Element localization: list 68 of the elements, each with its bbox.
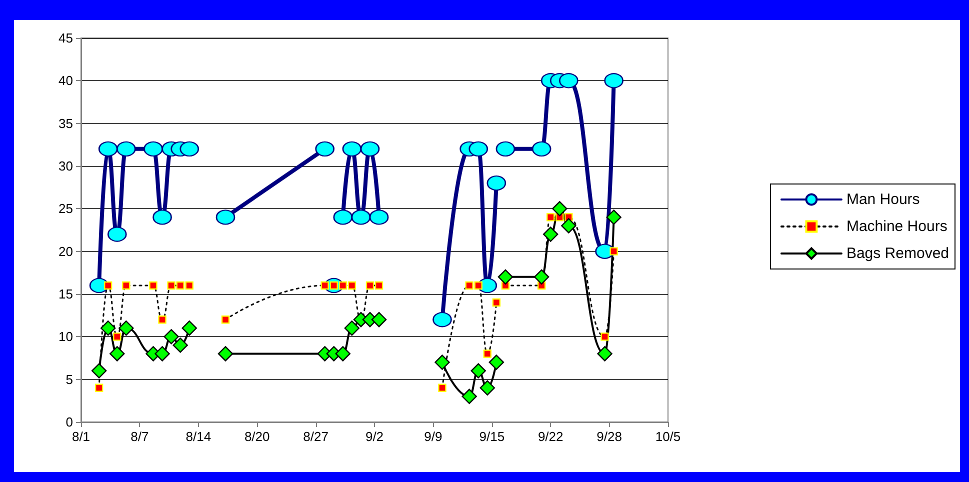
- y-tick-label: 45: [58, 30, 73, 46]
- point: [486, 175, 506, 191]
- point: [108, 226, 127, 242]
- x-tick-label: 8/27: [303, 429, 328, 444]
- point: [216, 210, 236, 225]
- point: [462, 388, 477, 404]
- point: [552, 201, 568, 216]
- y-tick-label: 20: [58, 244, 73, 259]
- point: [561, 218, 576, 234]
- point: [351, 210, 371, 225]
- point: [172, 338, 188, 353]
- point: [154, 346, 170, 362]
- point: [144, 141, 163, 157]
- x-tick-label: 9/15: [479, 429, 505, 444]
- point: [559, 73, 578, 88]
- point: [371, 312, 387, 328]
- point: [98, 141, 118, 157]
- point: [333, 210, 352, 225]
- x-tick-label: 8/14: [186, 429, 212, 444]
- point: [498, 269, 514, 285]
- point: [480, 380, 495, 396]
- legend-label: Man Hours: [846, 191, 920, 208]
- x-tick-label: 9/2: [365, 429, 384, 444]
- point: [116, 141, 136, 157]
- point: [335, 346, 350, 362]
- x-tick-label: 8/1: [72, 429, 90, 444]
- point: [342, 141, 362, 157]
- y-tick-label: 40: [58, 73, 73, 88]
- x-tick-label: 8/20: [244, 429, 270, 444]
- y-tick-label: 15: [58, 286, 73, 302]
- point: [488, 354, 504, 370]
- point: [470, 363, 486, 378]
- point: [218, 346, 234, 362]
- y-tick-label: 35: [58, 116, 73, 131]
- y-tick-label: 10: [58, 329, 73, 344]
- point: [597, 346, 612, 362]
- point: [434, 354, 450, 370]
- point: [606, 210, 622, 225]
- legend-label: Bags Removed: [846, 245, 950, 262]
- y-tick-label: 25: [58, 201, 73, 216]
- point: [110, 346, 125, 362]
- point: [315, 141, 334, 157]
- point: [543, 226, 558, 242]
- y-tick-label: 30: [58, 158, 73, 174]
- point: [344, 320, 360, 336]
- point: [118, 320, 134, 336]
- point: [532, 141, 552, 157]
- point: [182, 320, 197, 336]
- point: [152, 210, 172, 225]
- point: [180, 141, 199, 157]
- point: [164, 329, 179, 344]
- point: [604, 73, 624, 88]
- y-tick-label: 5: [66, 372, 73, 387]
- point: [91, 363, 107, 378]
- x-tick-label: 9/22: [538, 429, 564, 444]
- legend-label: Machine Hours: [846, 218, 948, 235]
- point: [468, 141, 488, 157]
- point: [534, 269, 550, 285]
- y-tick-label: 0: [66, 414, 73, 430]
- point: [432, 312, 452, 328]
- x-tick-label: 9/9: [424, 429, 442, 444]
- point: [369, 210, 389, 225]
- point: [496, 141, 516, 157]
- point: [100, 320, 116, 336]
- x-tick-label: 9/28: [596, 429, 622, 444]
- x-tick-label: 10/5: [655, 429, 681, 444]
- point: [360, 141, 380, 157]
- x-tick-label: 8/7: [130, 429, 149, 444]
